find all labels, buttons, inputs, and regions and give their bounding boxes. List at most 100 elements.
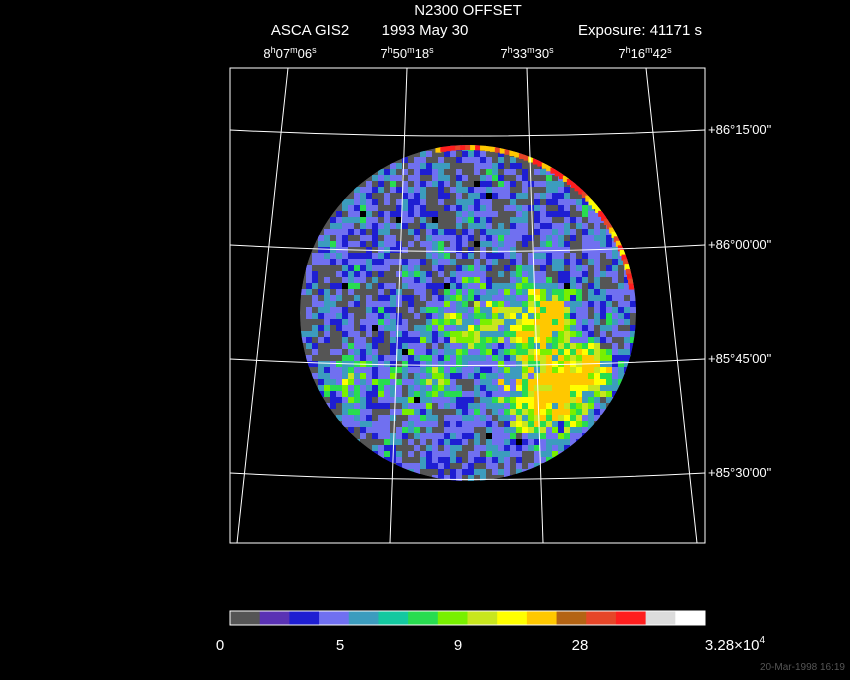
image-pixel [468,475,474,481]
image-pixel [522,379,528,385]
image-pixel [426,277,432,283]
image-pixel [492,397,498,403]
image-pixel [552,301,558,307]
image-pixel [366,385,372,391]
image-pixel [462,277,468,283]
image-pixel [606,247,612,253]
image-pixel [378,313,384,319]
image-pixel [504,169,510,175]
image-pixel [450,403,456,409]
image-pixel [378,301,384,307]
image-pixel [342,223,348,229]
image-pixel [414,163,420,169]
image-pixel [384,415,390,421]
image-pixel [480,295,486,301]
image-pixel [414,199,420,205]
image-pixel [588,235,594,241]
image-pixel [558,301,564,307]
image-pixel [402,361,408,367]
image-pixel [480,235,486,241]
image-pixel [546,301,552,307]
ra-line [645,67,698,544]
image-pixel [306,307,312,313]
image-pixel [366,265,372,271]
image-pixel [516,403,522,409]
image-pixel [510,439,516,445]
image-pixel [420,187,426,193]
image-pixel [438,235,444,241]
image-pixel [588,241,594,247]
edge-pixel [621,254,628,261]
image-pixel [426,385,432,391]
image-pixel [396,211,402,217]
image-pixel [462,295,468,301]
image-pixel [354,349,360,355]
image-pixel [516,469,522,475]
image-pixel [384,325,390,331]
image-pixel [354,397,360,403]
image-pixel [426,283,432,289]
image-pixel [570,355,576,361]
image-pixel [336,307,342,313]
image-pixel [492,379,498,385]
image-pixel [402,187,408,193]
image-pixel [588,325,594,331]
image-pixel [462,187,468,193]
colorbar-swatch [497,611,528,625]
image-pixel [546,391,552,397]
image-pixel [414,415,420,421]
image-pixel [474,343,480,349]
image-pixel [516,193,522,199]
image-pixel [438,265,444,271]
image-pixel [432,247,438,253]
image-pixel [492,433,498,439]
image-pixel [612,247,618,253]
image-pixel [384,193,390,199]
image-pixel [330,379,336,385]
image-pixel [528,265,534,271]
image-pixel [564,397,570,403]
image-pixel [408,451,414,457]
image-pixel [504,415,510,421]
edge-pixel [601,214,608,221]
image-pixel [420,439,426,445]
image-pixel [486,241,492,247]
image-pixel [438,433,444,439]
image-pixel [582,349,588,355]
image-pixel [552,283,558,289]
image-pixel [414,277,420,283]
edge-pixel [554,170,561,177]
image-pixel [390,223,396,229]
image-pixel [390,367,396,373]
image-pixel [606,373,612,379]
image-pixel [534,301,540,307]
image-pixel [522,217,528,223]
image-pixel [438,259,444,265]
image-pixel [426,211,432,217]
image-pixel [516,451,522,457]
image-pixel [378,319,384,325]
image-pixel [606,385,612,391]
image-pixel [336,283,342,289]
image-pixel [414,211,420,217]
image-pixel [438,349,444,355]
image-pixel [444,253,450,259]
image-pixel [450,325,456,331]
image-pixel [420,379,426,385]
image-pixel [450,241,456,247]
image-pixel [516,283,522,289]
image-pixel [462,349,468,355]
image-pixel [462,271,468,277]
image-pixel [468,283,474,289]
image-pixel [360,265,366,271]
image-pixel [432,379,438,385]
image-pixel [324,289,330,295]
image-pixel [396,319,402,325]
image-pixel [378,295,384,301]
image-pixel [342,199,348,205]
image-pixel [564,199,570,205]
image-pixel [486,187,492,193]
image-pixel [516,307,522,313]
image-pixel [552,253,558,259]
image-pixel [384,427,390,433]
